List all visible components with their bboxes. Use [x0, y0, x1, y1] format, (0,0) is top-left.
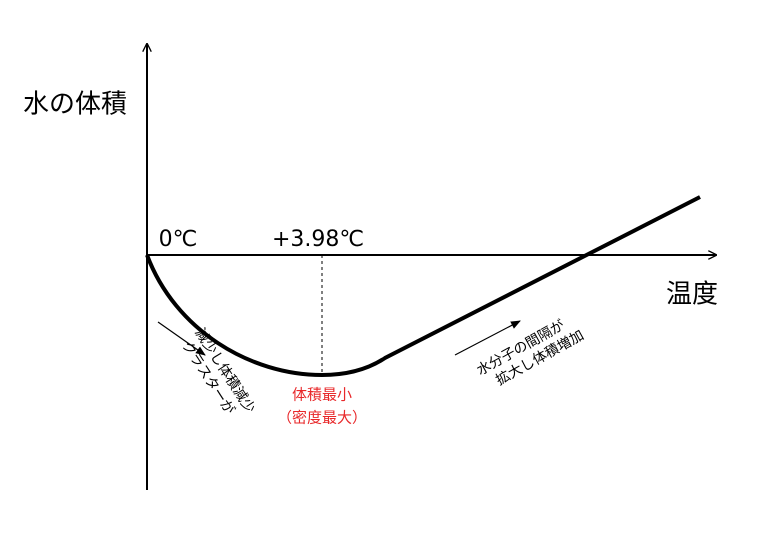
y-axis-label: 水の体積: [23, 90, 127, 120]
x-axis-label: 温度: [666, 280, 718, 310]
volume-curve: [145, 195, 701, 378]
zero-label: 0℃: [159, 227, 198, 252]
min-temp-label: +3.98℃: [272, 227, 364, 252]
left-arrow: [157, 321, 206, 356]
minimum-note: （密度最大）: [277, 409, 367, 427]
right-arrow: [454, 320, 521, 356]
minimum-label: 体積最小: [292, 386, 352, 404]
